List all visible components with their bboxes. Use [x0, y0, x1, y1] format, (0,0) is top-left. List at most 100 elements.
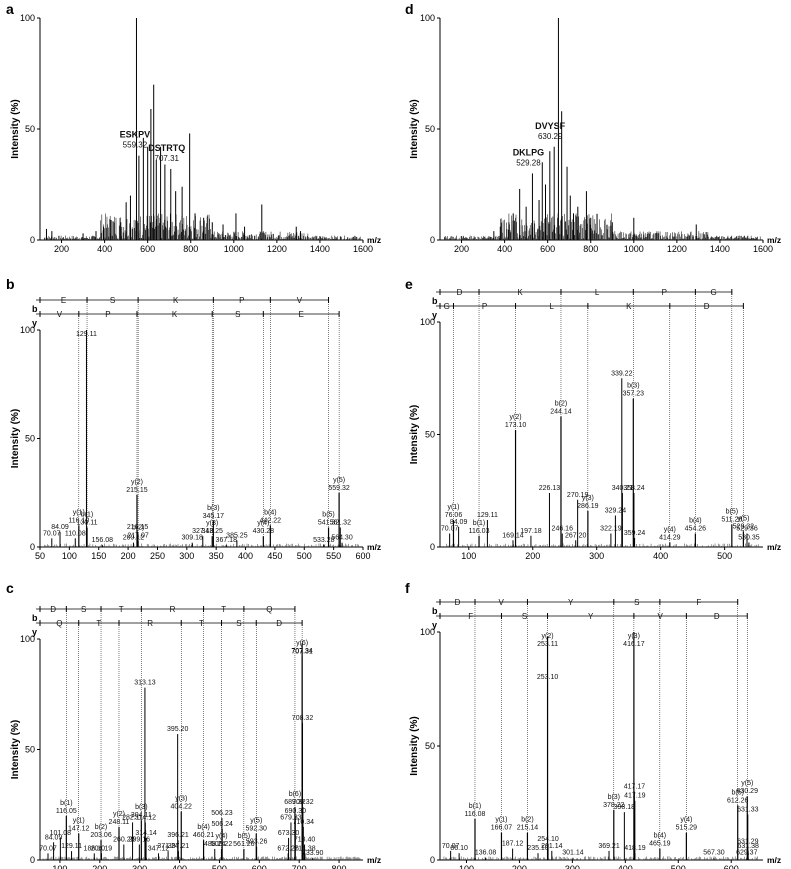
y-ion-label: 248.11 [109, 819, 130, 826]
b-residue: S [634, 598, 639, 607]
x-tick-label: 100 [459, 864, 474, 869]
x-tick-label: 700 [292, 864, 307, 869]
b-ion-label: 460.21 [193, 832, 215, 839]
y-tick-label: 0 [430, 542, 435, 552]
peak-mz-label: 369.21 [598, 843, 620, 850]
b-ion-label: b(4) [689, 518, 701, 525]
y-series-label: y [32, 318, 37, 328]
peak-mz-label: 417.19 [624, 793, 646, 800]
b-series-label: b [32, 613, 38, 623]
x-tick-label: 100 [62, 551, 77, 561]
x-tick-label: 1600 [353, 244, 373, 254]
b-ion-label: 454.26 [685, 526, 707, 533]
b-residue: E [61, 296, 66, 305]
x-tick-label: 400 [172, 864, 187, 869]
y-ion-label: y(2) [510, 414, 522, 421]
b-ion-label: 612.26 [727, 797, 749, 804]
b-ion-label: b(2) [521, 817, 533, 824]
b-residue: Q [266, 605, 272, 614]
x-tick-label: 400 [497, 244, 512, 254]
peak-mz-label: 530.35 [738, 535, 760, 542]
b-residue: T [119, 605, 124, 614]
y-ion-label: 707.34 [291, 648, 313, 655]
x-tick-label: 1200 [667, 244, 687, 254]
y-tick-label: 0 [30, 855, 35, 865]
peak-mz-label: 713.40 [294, 837, 316, 844]
b-ion-label: b(5) [238, 833, 250, 840]
y-tick-label: 0 [430, 235, 435, 245]
peak-mz-label: 267.20 [565, 532, 587, 539]
panel-letter-f: f [405, 580, 410, 596]
b-residue: V [297, 296, 303, 305]
x-tick-label: 600 [724, 864, 739, 869]
x-tick-label: 600 [140, 244, 155, 254]
b-residue: D [50, 605, 56, 614]
y-ion-label: y(3) [206, 520, 218, 527]
x-axis-unit: m/z [367, 542, 381, 552]
b-residue: S [110, 296, 115, 305]
x-tick-label: 800 [583, 244, 598, 254]
b-series-label: b [32, 304, 38, 314]
b-residue: D [457, 288, 463, 297]
x-tick-label: 400 [618, 864, 633, 869]
b-residue: F [696, 598, 701, 607]
x-axis-unit: m/z [767, 855, 781, 865]
y-tick-label: 0 [30, 235, 35, 245]
peak-mz-label: 261.14 [541, 843, 563, 850]
x-tick-label: 600 [540, 244, 555, 254]
y-ion-label: y(2) [542, 633, 554, 640]
y-ion-label: y(2) [113, 811, 125, 818]
b-ion-label: 541.32 [318, 519, 340, 526]
peptide-mz-label: 630.29 [538, 132, 563, 141]
y-tick-label: 50 [25, 434, 35, 444]
y-residue: L [549, 302, 554, 311]
y-ion-label: 166.07 [491, 825, 513, 832]
peak-mz-label: 299.16 [129, 837, 151, 844]
x-tick-label: 1000 [224, 244, 244, 254]
y-ion-label: 505.22 [211, 841, 233, 848]
y-ion-label: 404.22 [171, 803, 193, 810]
peak-mz-label: 314.14 [135, 830, 157, 837]
peak-mz-label: 322.19 [600, 526, 622, 533]
peak-mz-label: 629.37 [736, 850, 758, 857]
peak-mz-label: 197.18 [520, 528, 542, 535]
peak-mz-label: 70.07 [441, 526, 459, 533]
y-residue: S [235, 310, 240, 319]
y-ion-label: 414.29 [659, 535, 681, 542]
b-series-label: b [432, 296, 438, 306]
peak-mz-label: 129.11 [61, 843, 82, 850]
y-ion-label: y(6) [296, 640, 308, 647]
y-tick-label: 50 [425, 741, 435, 751]
peptide-mz-label: 559.32 [123, 141, 148, 150]
y-ion-label: y(4) [680, 817, 692, 824]
y-residue: Y [588, 612, 594, 621]
b-residue: Y [568, 598, 574, 607]
y-ion-label: y(1) [495, 817, 507, 824]
y-tick-label: 50 [25, 745, 35, 755]
x-tick-label: 800 [332, 864, 347, 869]
y-ion-label: 147.12 [68, 825, 90, 832]
peak-mz-label: 506.23 [211, 810, 233, 817]
x-tick-label: 500 [297, 551, 312, 561]
peptide-label: DSTRTQ [148, 143, 185, 153]
b-ion-label: 345.17 [203, 513, 225, 520]
peak-mz-label: 631.38 [737, 843, 759, 850]
peak-mz-label: 84.09 [450, 519, 468, 526]
b-residue: L [595, 288, 600, 297]
peak-mz-label: 70.07 [39, 845, 57, 852]
b-ion-label: 304.11 [131, 812, 152, 819]
x-tick-label: 500 [212, 864, 227, 869]
y-ion-label: y(1) [73, 509, 85, 516]
b-ion-label: 244.14 [550, 409, 572, 416]
peak-mz-label: 418.19 [624, 845, 646, 852]
x-tick-label: 100 [52, 864, 67, 869]
y-tick-label: 100 [420, 13, 435, 23]
b-ion-label: b(2) [555, 401, 567, 408]
peak-mz-label: 136.08 [475, 850, 497, 857]
b-ion-label: b(3) [608, 794, 620, 801]
x-tick-label: 1000 [624, 244, 644, 254]
b-residue: D [455, 598, 461, 607]
y-ion-label: 253.11 [537, 641, 558, 648]
peak-mz-label: 708.32 [292, 715, 314, 722]
y-ion-label: y(3) [582, 495, 594, 502]
